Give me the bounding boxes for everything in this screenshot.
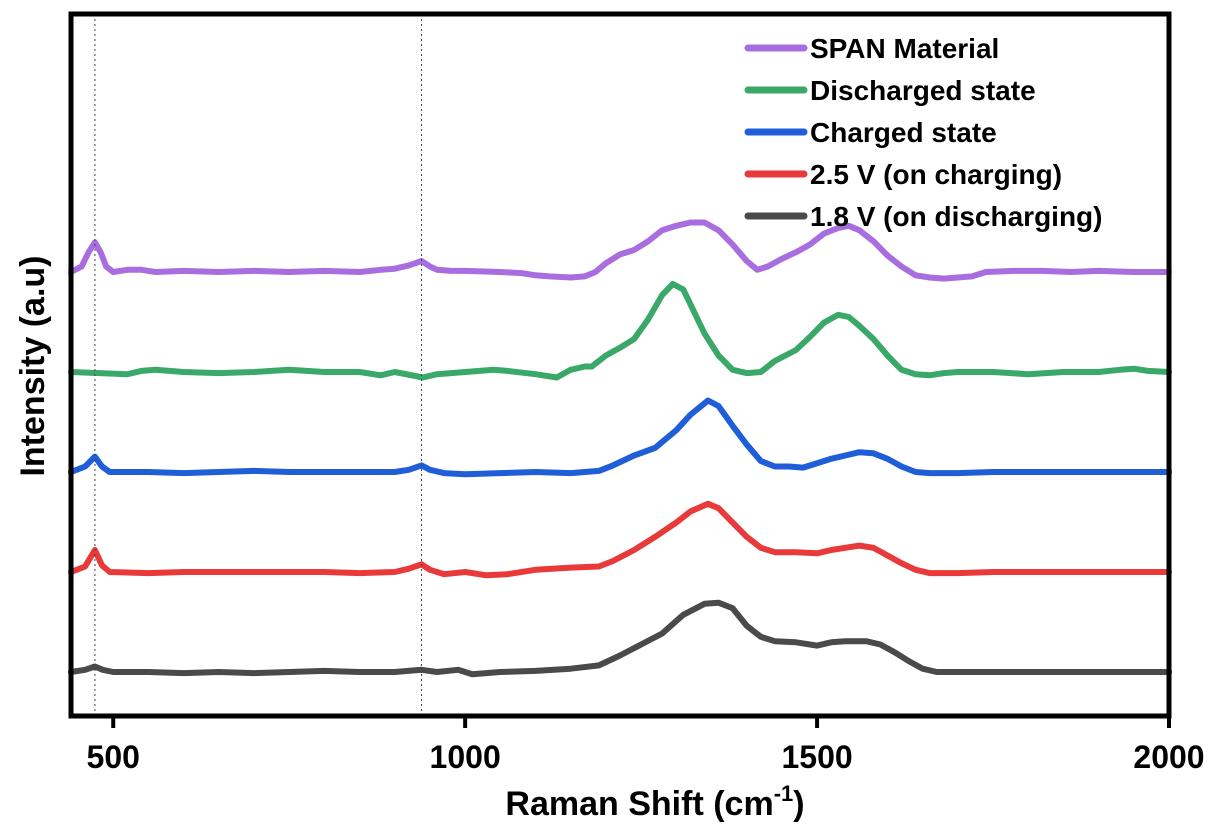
plot-frame <box>68 11 1172 719</box>
legend: SPAN Material Discharged state Charged sta… <box>744 33 1102 232</box>
series-line <box>68 281 1172 381</box>
x-ticks: 500 1000 1500 2000 <box>87 716 1205 775</box>
x-tick-label: 500 <box>87 739 140 775</box>
reference-lines <box>94 14 423 716</box>
x-axis-title: Raman Shift (cm-1) <box>505 781 804 823</box>
series-line <box>68 599 1172 678</box>
x-tick-label: 2000 <box>1133 739 1204 775</box>
legend-label: Discharged state <box>810 75 1036 106</box>
legend-label: 1.8 V (on discharging) <box>810 201 1102 232</box>
series-curves <box>68 219 1172 678</box>
x-tick-label: 1000 <box>430 739 501 775</box>
series-line <box>68 219 1172 282</box>
legend-label: 2.5 V (on charging) <box>810 159 1062 190</box>
legend-label: SPAN Material <box>810 33 999 64</box>
x-axis-title-sup: -1 <box>774 781 794 806</box>
series-line <box>68 397 1172 478</box>
series-line <box>68 500 1172 579</box>
legend-label: Charged state <box>810 117 997 148</box>
y-axis-title: Intensity (a.u) <box>14 255 52 476</box>
x-tick-label: 1500 <box>781 739 852 775</box>
x-axis-title-end: ) <box>793 785 804 823</box>
x-axis-title-main: Raman Shift (cm <box>505 785 773 823</box>
